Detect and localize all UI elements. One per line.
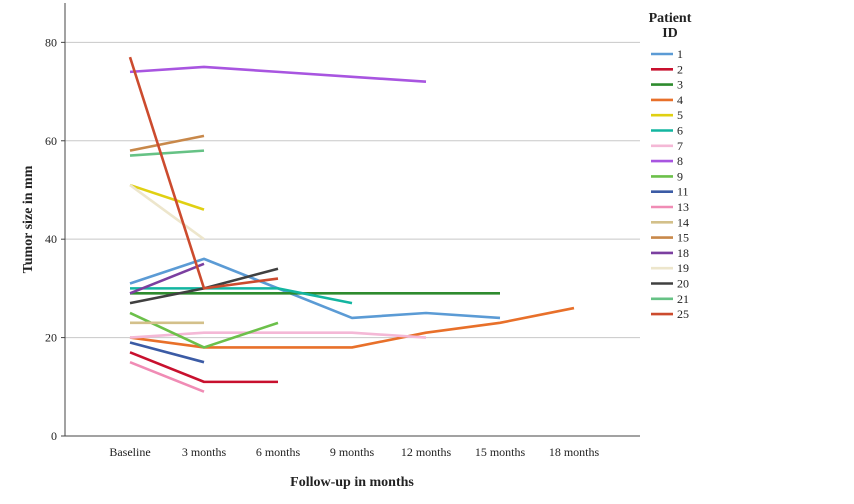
x-tick-label: 3 months <box>182 445 227 459</box>
series-line-18 <box>129 262 205 295</box>
legend-label-19: 19 <box>677 261 689 275</box>
legend-label-13: 13 <box>677 200 689 214</box>
legend-label-7: 7 <box>677 139 683 153</box>
legend-label-6: 6 <box>677 124 683 138</box>
legend-label-20: 20 <box>677 277 689 291</box>
y-axis-title: Tumor size in mm <box>21 165 36 273</box>
series-line-2 <box>129 351 278 384</box>
x-tick-label: 12 months <box>401 445 452 459</box>
axes <box>64 3 640 437</box>
y-tick-labels: 0 20 40 60 80 <box>45 35 65 443</box>
x-tick-labels: Baseline 3 months 6 months 9 months 12 month… <box>109 445 599 459</box>
series-lines <box>128 56 575 393</box>
x-tick-label: 6 months <box>256 445 301 459</box>
series-line-13 <box>129 360 205 393</box>
legend-title: Patient ID <box>649 11 692 41</box>
y-tick-label: 40 <box>45 232 57 246</box>
series-line-8 <box>129 65 427 84</box>
series-line-21 <box>129 149 205 157</box>
legend-label-14: 14 <box>677 215 689 229</box>
series-line-5 <box>129 183 205 211</box>
legend-label-3: 3 <box>677 78 683 92</box>
legend-label-15: 15 <box>677 231 689 245</box>
y-tick-label: 80 <box>45 35 57 49</box>
legend-label-11: 11 <box>677 185 689 199</box>
y-tick-label: 20 <box>45 331 57 345</box>
series-line-25 <box>128 56 279 290</box>
y-tick-label: 0 <box>51 429 57 443</box>
legend-label-21: 21 <box>677 292 689 306</box>
x-tick-label: 18 months <box>549 445 600 459</box>
series-line-4 <box>129 306 575 349</box>
series-line-7 <box>129 331 427 339</box>
x-tick-label: 15 months <box>475 445 526 459</box>
legend-label-2: 2 <box>677 62 683 76</box>
legend-label-9: 9 <box>677 169 683 183</box>
legend-label-8: 8 <box>677 154 683 168</box>
legend-label-4: 4 <box>677 93 683 107</box>
series-line-6 <box>130 287 353 305</box>
x-tick-label: Baseline <box>109 445 150 459</box>
series-line-15 <box>129 134 205 152</box>
gridlines <box>65 41 640 339</box>
series-line-11 <box>129 341 205 364</box>
legend-label-5: 5 <box>677 108 683 122</box>
y-tick-label: 60 <box>45 134 57 148</box>
series-line-9 <box>129 311 279 349</box>
legend-label-25: 25 <box>677 307 689 321</box>
x-axis-title: Follow-up in months <box>290 475 414 490</box>
x-tick-label: 9 months <box>330 445 375 459</box>
legend-label-18: 18 <box>677 246 689 260</box>
series-line-19 <box>129 184 205 241</box>
legend-label-1: 1 <box>677 47 683 61</box>
series-line-1 <box>129 257 501 320</box>
